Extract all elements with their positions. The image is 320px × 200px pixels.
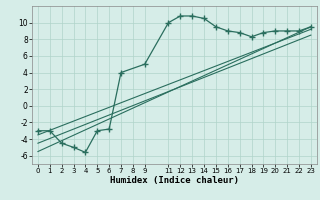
X-axis label: Humidex (Indice chaleur): Humidex (Indice chaleur) bbox=[110, 176, 239, 185]
